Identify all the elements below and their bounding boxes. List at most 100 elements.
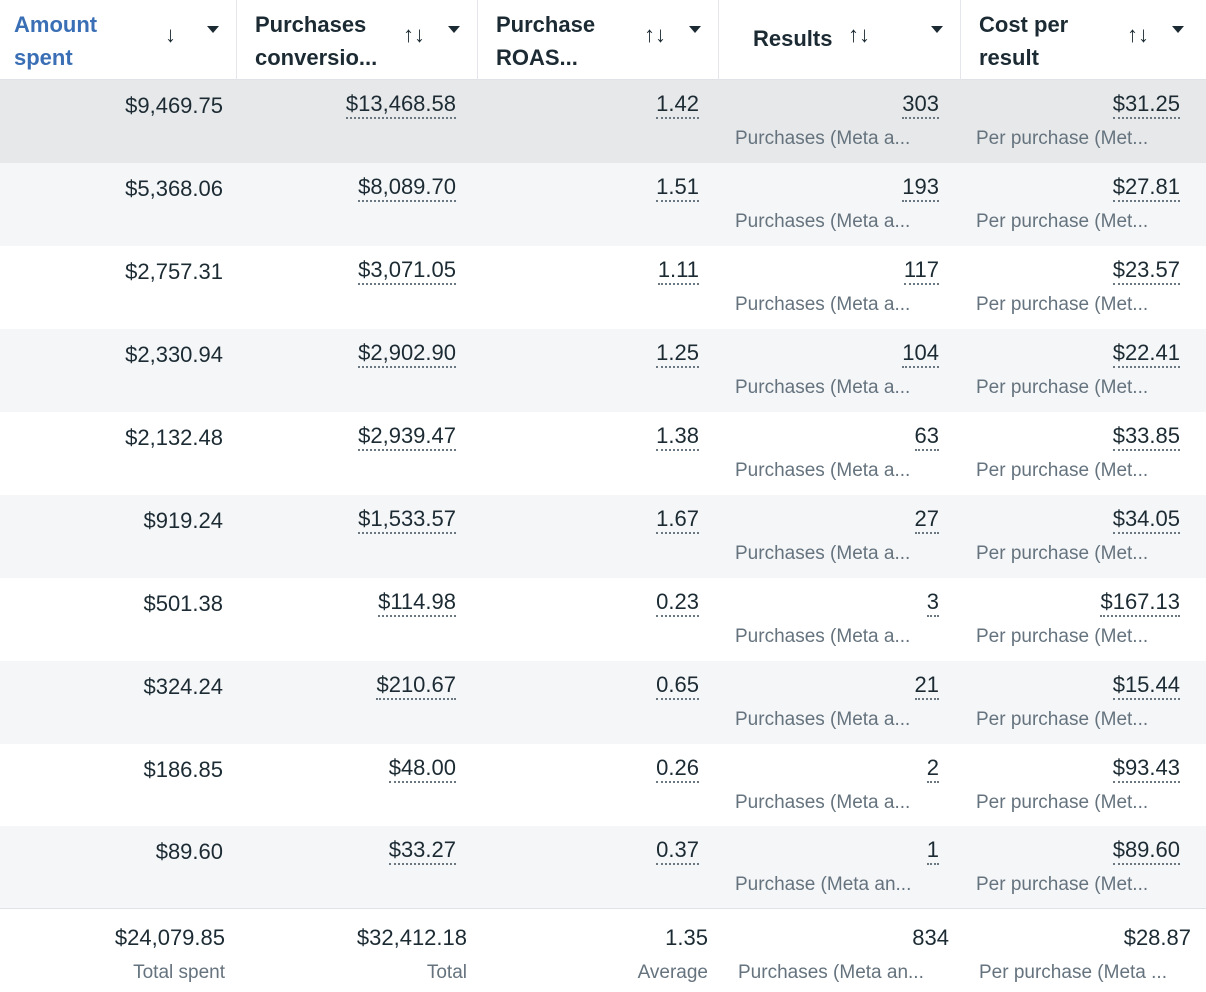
table-row[interactable]: $186.85 $48.00 0.26 2 Purchases (Meta a..… <box>0 744 1206 827</box>
purchases-conversion-value[interactable]: $8,089.70 <box>358 174 456 202</box>
sort-descending-icon[interactable]: ↓ <box>165 22 176 47</box>
roas-cell: 0.23 <box>478 578 719 661</box>
total-spent-value: $24,079.85 <box>114 925 225 950</box>
table-row[interactable]: $324.24 $210.67 0.65 21 Purchases (Meta a… <box>0 661 1206 744</box>
purchases-conversion-cell: $2,902.90 <box>237 329 478 412</box>
totals-row: $24,079.85 Total spent $32,412.18 Total … <box>0 908 1206 992</box>
results-label: Purchases (Meta a... <box>735 543 911 564</box>
chevron-down-icon[interactable] <box>207 26 219 33</box>
total-conversion-label: Total <box>426 962 467 983</box>
chevron-down-icon[interactable] <box>448 26 460 33</box>
results-cell: 303 Purchases (Meta a... <box>719 80 961 163</box>
cost-per-result-value[interactable]: $31.25 <box>1112 91 1180 119</box>
amount-spent-cell: $89.60 <box>0 826 237 909</box>
cost-per-result-label: Per purchase (Met... <box>976 792 1149 813</box>
amount-spent-value: $9,469.75 <box>125 93 223 118</box>
roas-value[interactable]: 1.38 <box>656 423 699 451</box>
sort-icon[interactable]: ↑↓ <box>848 22 870 47</box>
roas-value[interactable]: 1.11 <box>657 257 699 285</box>
chevron-down-icon[interactable] <box>1172 26 1184 33</box>
purchases-conversion-cell: $3,071.05 <box>237 246 478 329</box>
results-label: Purchases (Meta a... <box>735 128 911 149</box>
column-header-amount-spent[interactable]: Amount spent ↓ <box>0 0 237 80</box>
table-row[interactable]: $501.38 $114.98 0.23 3 Purchases (Meta a.… <box>0 578 1206 661</box>
results-value[interactable]: 3 <box>926 589 939 617</box>
results-label: Purchases (Meta a... <box>735 377 911 398</box>
cost-per-result-label: Per purchase (Met... <box>976 377 1149 398</box>
cost-per-result-cell: $89.60 Per purchase (Met... <box>961 826 1206 909</box>
cost-per-result-value[interactable]: $167.13 <box>1100 589 1180 617</box>
purchases-conversion-cell: $1,533.57 <box>237 495 478 578</box>
cost-per-result-value[interactable]: $33.85 <box>1112 423 1180 451</box>
roas-value[interactable]: 0.37 <box>656 837 699 865</box>
column-header-purchase-roas[interactable]: Purchase ROAS... ↑↓ <box>478 0 719 80</box>
results-value[interactable]: 117 <box>903 257 939 285</box>
column-title: Purchases conversio... <box>255 12 378 70</box>
cost-per-result-label: Per purchase (Met... <box>976 709 1149 730</box>
sort-icon[interactable]: ↑↓ <box>644 22 666 47</box>
roas-value[interactable]: 0.23 <box>656 589 699 617</box>
purchases-conversion-value[interactable]: $33.27 <box>388 837 456 865</box>
purchases-conversion-value[interactable]: $210.67 <box>376 672 456 700</box>
sort-icon[interactable]: ↑↓ <box>1127 22 1149 47</box>
purchases-conversion-value[interactable]: $48.00 <box>388 755 456 783</box>
column-header-results[interactable]: Results ↑↓ <box>719 0 961 80</box>
table-row[interactable]: $89.60 $33.27 0.37 1 Purchase (Meta an...… <box>0 826 1206 909</box>
results-value[interactable]: 63 <box>914 423 939 451</box>
roas-cell: 1.38 <box>478 412 719 495</box>
cost-per-result-value[interactable]: $89.60 <box>1112 837 1180 865</box>
table-header: Amount spent ↓ Purchases conversio... ↑↓… <box>0 0 1206 80</box>
results-value[interactable]: 193 <box>902 174 939 202</box>
cost-per-result-cell: $167.13 Per purchase (Met... <box>961 578 1206 661</box>
column-header-purchases-conversion[interactable]: Purchases conversio... ↑↓ <box>237 0 478 80</box>
roas-value[interactable]: 0.26 <box>656 755 699 783</box>
results-value[interactable]: 27 <box>914 506 939 534</box>
cost-per-result-cell: $23.57 Per purchase (Met... <box>961 246 1206 329</box>
cost-per-result-value[interactable]: $15.44 <box>1112 672 1180 700</box>
purchases-conversion-value[interactable]: $3,071.05 <box>358 257 456 285</box>
results-label: Purchases (Meta a... <box>735 460 911 481</box>
amount-spent-cell: $919.24 <box>0 495 237 578</box>
table-row[interactable]: $2,132.48 $2,939.47 1.38 63 Purchases (Me… <box>0 412 1206 495</box>
chevron-down-icon[interactable] <box>689 26 701 33</box>
cost-per-result-value[interactable]: $34.05 <box>1112 506 1180 534</box>
roas-value[interactable]: 0.65 <box>656 672 699 700</box>
results-value[interactable]: 104 <box>902 340 939 368</box>
purchases-conversion-cell: $114.98 <box>237 578 478 661</box>
roas-value[interactable]: 1.67 <box>656 506 699 534</box>
table-row[interactable]: $5,368.06 $8,089.70 1.51 193 Purchases (M… <box>0 163 1206 246</box>
table-row[interactable]: $919.24 $1,533.57 1.67 27 Purchases (Meta… <box>0 495 1206 578</box>
cost-per-result-value[interactable]: $22.41 <box>1112 340 1180 368</box>
results-label: Purchases (Meta a... <box>735 709 911 730</box>
table-row[interactable]: $9,469.75 $13,468.58 1.42 303 Purchases (… <box>0 80 1206 163</box>
total-conversion-value: $32,412.18 <box>356 925 467 950</box>
results-value[interactable]: 21 <box>914 672 939 700</box>
cost-per-result-value[interactable]: $23.57 <box>1112 257 1180 285</box>
purchases-conversion-value[interactable]: $114.98 <box>378 589 456 617</box>
sort-icon[interactable]: ↑↓ <box>403 22 425 47</box>
roas-value[interactable]: 1.42 <box>656 91 699 119</box>
purchases-conversion-value[interactable]: $1,533.57 <box>358 506 456 534</box>
roas-value[interactable]: 1.51 <box>656 174 699 202</box>
cost-per-result-cell: $31.25 Per purchase (Met... <box>961 80 1206 163</box>
roas-cell: 1.51 <box>478 163 719 246</box>
cost-per-result-value[interactable]: $27.81 <box>1112 174 1180 202</box>
purchases-conversion-value[interactable]: $2,902.90 <box>358 340 456 368</box>
column-header-cost-per-result[interactable]: Cost per result ↑↓ <box>961 0 1206 80</box>
table-row[interactable]: $2,757.31 $3,071.05 1.11 117 Purchases (M… <box>0 246 1206 329</box>
column-title: Amount spent <box>14 12 98 70</box>
chevron-down-icon[interactable] <box>931 26 943 33</box>
cost-per-result-value[interactable]: $93.43 <box>1112 755 1180 783</box>
results-value[interactable]: 2 <box>926 755 939 783</box>
results-value[interactable]: 303 <box>902 91 939 119</box>
purchases-conversion-value[interactable]: $13,468.58 <box>345 91 456 119</box>
results-value[interactable]: 1 <box>926 837 939 865</box>
table-row[interactable]: $2,330.94 $2,902.90 1.25 104 Purchases (M… <box>0 329 1206 412</box>
purchases-conversion-cell: $2,939.47 <box>237 412 478 495</box>
purchases-conversion-value[interactable]: $2,939.47 <box>358 423 456 451</box>
roas-cell: 0.65 <box>478 661 719 744</box>
roas-value[interactable]: 1.25 <box>656 340 699 368</box>
cost-per-result-label: Per purchase (Met... <box>976 543 1149 564</box>
amount-spent-cell: $501.38 <box>0 578 237 661</box>
results-label: Purchase (Meta an... <box>735 874 912 895</box>
